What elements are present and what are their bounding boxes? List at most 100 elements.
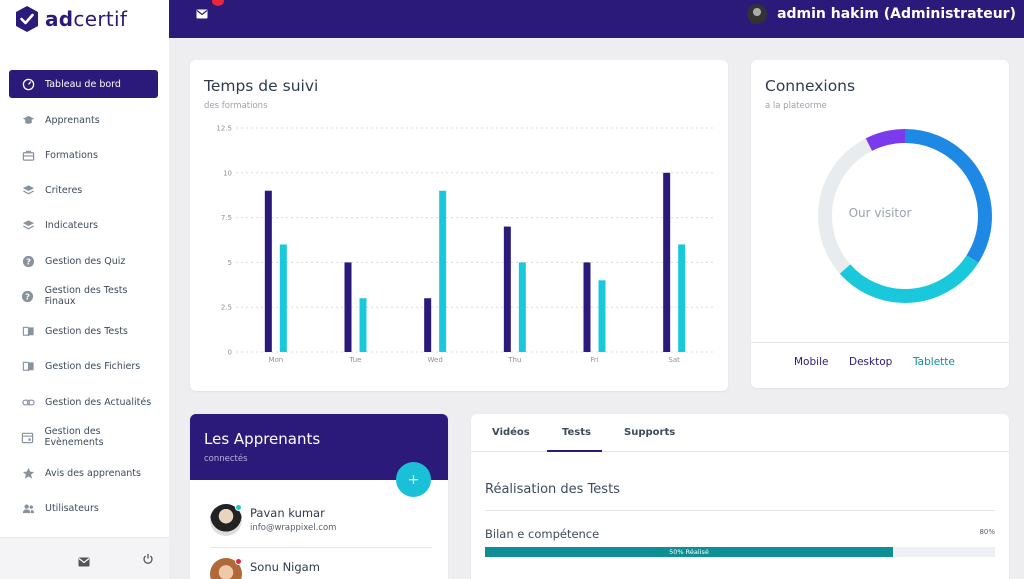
bar-fri-series-2 xyxy=(598,280,606,352)
bar-sat-series-2 xyxy=(678,244,686,352)
top-bar: admin hakim (Administrateur) xyxy=(0,0,1024,38)
user-name: admin hakim (Administrateur) xyxy=(777,6,1016,22)
sidebar-item-criteres[interactable]: Criteres xyxy=(9,176,158,204)
sidebar-item-label: Gestion des Evènements xyxy=(44,426,104,448)
star-icon xyxy=(21,466,35,480)
sidebar-item-apprenants[interactable]: Apprenants xyxy=(9,106,158,134)
layers-icon xyxy=(21,183,35,197)
mail-icon[interactable] xyxy=(78,552,90,567)
tracking-time-card: Temps de suivi des formations 0 2.5 5 7.5 10… xyxy=(190,60,728,391)
progress-bar: 50% Réalisé xyxy=(485,547,995,557)
card-subtitle: des formations xyxy=(204,101,268,111)
bar-thu-series-1 xyxy=(503,226,511,352)
x-tick-label: Fri xyxy=(590,356,598,364)
section-title: Réalisation des Tests xyxy=(485,482,620,497)
bar-tue-series-1 xyxy=(344,262,352,352)
sidebar-item-avis-des-apprenants[interactable]: Avis des apprenants xyxy=(9,459,158,487)
notification-badge xyxy=(212,0,224,6)
bar-mon-series-1 xyxy=(264,190,272,352)
bar-wed-series-1 xyxy=(424,298,432,352)
y-tick-label: 0 xyxy=(228,349,232,357)
svg-text:?: ? xyxy=(25,291,30,301)
divider xyxy=(751,342,1009,343)
sidebar-item-label: Gestion des Actualités xyxy=(45,396,152,408)
power-icon[interactable] xyxy=(142,550,154,564)
x-tick-label: Mon xyxy=(268,356,283,364)
sidebar-item-gestion-des-tests-finaux[interactable]: ? Gestion des Tests Finaux xyxy=(9,282,158,310)
sidebar-footer xyxy=(0,537,169,579)
sidebar-item-label: Utilisateurs xyxy=(45,502,99,514)
question-icon: ? xyxy=(21,254,35,268)
active-tab-indicator xyxy=(547,450,602,452)
progress-percent: 80% xyxy=(979,528,995,536)
bar-thu-series-2 xyxy=(518,262,526,352)
donut-segment-cyan xyxy=(818,129,992,303)
tab-tests[interactable]: Tests xyxy=(562,427,591,438)
x-tick-label: Wed xyxy=(428,356,443,364)
sidebar-item-gestion-des-quiz[interactable]: ? Gestion des Quiz xyxy=(9,247,158,275)
sidebar-item-gestion-des-evenements[interactable]: Gestion des Evènements xyxy=(9,423,158,451)
dashboard-icon xyxy=(21,77,35,91)
sidebar-item-utilisateurs[interactable]: Utilisateurs xyxy=(9,494,158,522)
sidebar-item-formations[interactable]: Formations xyxy=(9,141,158,169)
sidebar: Tableau de bord Apprenants Formations Crite… xyxy=(0,38,169,579)
logo[interactable]: adcertif xyxy=(0,0,169,38)
svg-text:?: ? xyxy=(26,256,31,266)
bar-sat-series-1 xyxy=(663,172,671,352)
list-item[interactable]: Pavan kumar info@wrappixel.com xyxy=(210,504,432,546)
tab-supports[interactable]: Supports xyxy=(624,427,676,438)
y-tick-label: 5 xyxy=(228,259,232,267)
user-menu[interactable]: admin hakim (Administrateur) xyxy=(747,3,1016,25)
sidebar-item-gestion-des-actualites[interactable]: Gestion des Actualités xyxy=(9,388,158,416)
book-icon xyxy=(21,359,35,373)
tabs: Vidéos Tests Supports xyxy=(471,414,1009,452)
sidebar-item-label: Gestion des Fichiers xyxy=(45,360,141,372)
card-title: Connexions xyxy=(765,77,856,95)
legend-desktop[interactable]: Desktop xyxy=(849,356,893,368)
calendar-icon xyxy=(21,430,34,444)
donut-segment-purple xyxy=(818,129,992,303)
divider xyxy=(485,510,995,511)
sidebar-item-indicateurs[interactable]: Indicateurs xyxy=(9,211,158,239)
bar-wed-series-2 xyxy=(439,190,447,352)
card-title: Temps de suivi xyxy=(204,77,319,95)
legend-tablette[interactable]: Tablette xyxy=(913,356,955,368)
list-item[interactable]: Sonu Nigam xyxy=(210,558,432,579)
logo-shield-icon xyxy=(16,6,38,32)
bar-mon-series-2 xyxy=(279,244,287,352)
legend-mobile[interactable]: Mobile xyxy=(794,356,829,368)
sidebar-item-label: Criteres xyxy=(45,184,83,196)
sidebar-item-gestion-des-fichiers[interactable]: Gestion des Fichiers xyxy=(9,352,158,380)
sidebar-item-label: Indicateurs xyxy=(45,219,98,231)
divider xyxy=(210,547,432,548)
link-icon xyxy=(21,395,35,409)
learners-header: Les Apprenants connectés xyxy=(190,414,448,480)
logo-text: adcertif xyxy=(45,7,128,31)
progress-fill: 50% Réalisé xyxy=(485,547,893,557)
card-subtitle: connectés xyxy=(204,454,248,464)
sidebar-item-label: Avis des apprenants xyxy=(45,467,141,479)
bar-fri-series-1 xyxy=(583,262,591,352)
mail-icon[interactable] xyxy=(196,4,208,19)
learners-card: Les Apprenants connectés + Pavan kumar i… xyxy=(190,414,448,579)
bar-tue-series-2 xyxy=(359,298,367,352)
sidebar-item-gestion-des-tests[interactable]: Gestion des Tests xyxy=(9,317,158,345)
x-tick-label: Thu xyxy=(507,356,521,364)
sidebar-item-label: Tableau de bord xyxy=(45,78,121,90)
x-tick-label: Sat xyxy=(668,356,680,364)
donut-chart xyxy=(818,129,992,303)
y-tick-label: 2.5 xyxy=(221,304,232,312)
donut-center-label: Our visitor xyxy=(848,206,912,220)
sidebar-item-tableau-de-bord[interactable]: Tableau de bord xyxy=(9,70,158,98)
graduation-cap-icon xyxy=(21,113,35,127)
learner-email: info@wrappixel.com xyxy=(250,523,337,533)
tab-videos[interactable]: Vidéos xyxy=(492,427,530,438)
y-tick-label: 12.5 xyxy=(216,125,232,133)
status-dot xyxy=(235,504,242,511)
add-learner-button[interactable]: + xyxy=(396,462,431,497)
donut-segment-grey xyxy=(818,129,992,303)
sidebar-item-label: Gestion des Tests xyxy=(45,325,128,337)
tests-card: Vidéos Tests Supports Réalisation des Te… xyxy=(471,414,1009,579)
learner-name: Pavan kumar xyxy=(250,506,325,520)
users-icon xyxy=(21,501,35,515)
